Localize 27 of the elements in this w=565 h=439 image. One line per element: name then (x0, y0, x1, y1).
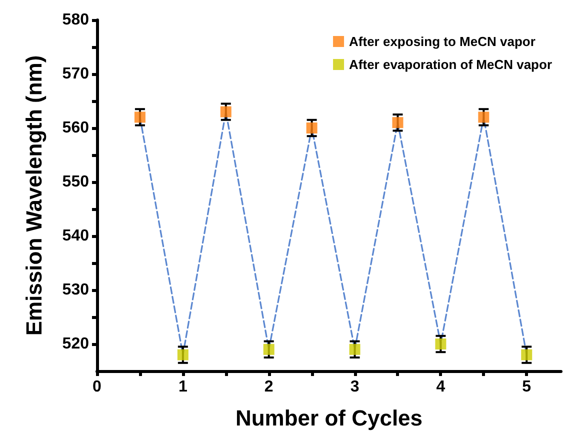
point (220, 106, 232, 118)
y-tick-label: 550 (62, 174, 90, 190)
x-axis-title: Number of Cycles (235, 406, 423, 430)
point (263, 344, 274, 355)
point (177, 349, 188, 360)
point (306, 122, 318, 134)
point (392, 117, 404, 128)
x-tick-label: 0 (92, 378, 102, 396)
y-tick-label: 560 (62, 120, 90, 136)
y-tick-label: 530 (62, 282, 90, 298)
y-tick-label: 570 (62, 66, 90, 82)
y-axis-title: Emission Wavelength (nm) (22, 55, 46, 336)
point (521, 349, 532, 360)
point (134, 112, 146, 123)
x-tick-label: 1 (178, 378, 188, 396)
x-tick-label: 2 (264, 378, 274, 396)
legend-label: After evaporation of MeCN vapor (349, 57, 552, 72)
point (349, 344, 360, 355)
legend-label: After exposing to MeCN vapor (349, 34, 536, 49)
y-tick-label: 580 (62, 12, 90, 28)
x-tick-label: 4 (436, 378, 446, 396)
point (478, 112, 490, 123)
y-tick-label: 540 (62, 228, 90, 244)
point (435, 338, 446, 350)
x-tick-label: 3 (350, 378, 360, 396)
y-tick-label: 520 (62, 336, 90, 352)
x-tick-label: 5 (522, 378, 532, 396)
